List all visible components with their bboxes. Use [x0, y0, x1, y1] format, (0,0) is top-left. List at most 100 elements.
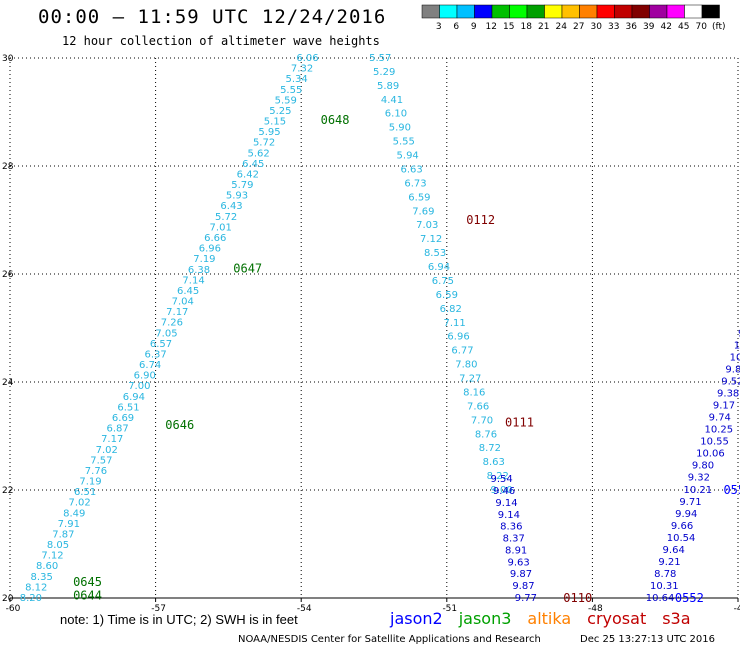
pass-time-label: 0112: [466, 213, 495, 227]
wave-height-value: 9.46: [493, 486, 515, 497]
wave-height-value: 6.57: [150, 339, 172, 350]
wave-height-value: 5.55: [393, 137, 415, 148]
wave-height-value: 7.05: [155, 328, 177, 339]
wave-height-value: 7.02: [69, 498, 91, 509]
pass-time-label: 0111: [505, 416, 534, 430]
wave-height-value: 9.52: [721, 377, 740, 388]
wave-height-value: 7.76: [85, 466, 107, 477]
wave-height-value: 5.94: [397, 151, 419, 162]
wave-height-value: 8.36: [500, 522, 522, 533]
wave-height-value: 6.77: [451, 346, 473, 357]
wave-height-value: 7.27: [459, 374, 481, 385]
wave-height-value: 7.69: [412, 206, 434, 217]
wave-height-value: 9.87: [510, 569, 532, 580]
wave-height-value: 6.59: [436, 290, 458, 301]
wave-height-value: 6.45: [242, 159, 264, 170]
wave-height-value: 6.59: [408, 192, 430, 203]
color-scale-bar: 3 6 9 12 15 18 21 24 27 30 33 36 39 42 45 70 (ft): [421, 4, 726, 32]
wave-height-value: 6.74: [139, 360, 161, 371]
color-swatch: [701, 4, 720, 19]
wave-height-value: 6.94: [123, 392, 145, 403]
wave-height-value: 9.32: [688, 473, 710, 484]
wave-height-value: 10.54: [667, 533, 696, 544]
color-scale-label: 3: [436, 22, 442, 32]
pass-time-label: 0646: [165, 418, 194, 432]
wave-height-value: 5.93: [226, 191, 248, 202]
wave-height-value: 10.25: [704, 425, 733, 436]
wave-height-value: 6.51: [74, 487, 96, 498]
wave-height-value: 7.11: [444, 318, 466, 329]
color-scale-label: 45: [678, 22, 689, 32]
footnote: note: 1) Time is in UTC; 2) SWH is in fe…: [60, 612, 298, 627]
wave-height-value: 5.34: [285, 74, 307, 85]
wave-height-value: 7.19: [79, 477, 101, 488]
pass-time-label: 0647: [233, 262, 262, 276]
wave-height-value: 5.72: [253, 138, 275, 149]
wave-height-value: 9.17: [713, 401, 735, 412]
color-scale-label: 21: [538, 22, 549, 32]
color-scale-label: 9: [471, 22, 477, 32]
pass-time-label: 0645: [73, 575, 102, 589]
footer-credit: NOAA/NESDIS Center for Satellite Applica…: [238, 634, 541, 645]
color-scale-label: 36: [626, 22, 638, 32]
wave-height-value: 6.06: [296, 53, 318, 64]
wave-height-value: 8.49: [63, 508, 85, 519]
wave-height-value: 10.55: [700, 437, 729, 448]
wave-height-value: 5.95: [258, 127, 280, 138]
color-scale-label: 30: [591, 22, 603, 32]
wave-height-value: 6.73: [404, 178, 426, 189]
wave-height-value: 8.72: [479, 443, 501, 454]
wave-height-value: 8.22: [487, 471, 509, 482]
legend-item-cryosat: cryosat: [587, 609, 647, 628]
wave-height-value: 8.53: [424, 248, 446, 259]
wave-height-value: 9.74: [709, 413, 731, 424]
wave-height-value: 6.94: [428, 262, 450, 273]
wave-height-value: 7.12: [41, 551, 63, 562]
pass-time-label: 055: [723, 483, 740, 497]
legend-item-jason2: jason2: [390, 609, 443, 628]
footer-timestamp: Dec 25 13:27:13 UTC 2016: [580, 634, 715, 645]
wave-height-value: 7.12: [420, 234, 442, 245]
wave-height-value: 6.90: [134, 371, 156, 382]
wave-height-value: 8.12: [25, 582, 47, 593]
wave-height-value: 8.35: [31, 572, 53, 583]
wave-height-value: 9.14: [498, 510, 520, 521]
wave-height-value: 8.91: [505, 545, 527, 556]
wave-height-value: 6.63: [400, 164, 422, 175]
y-tick-label: 28: [2, 162, 14, 172]
wave-height-value: 9.85: [725, 364, 740, 375]
wave-height-value: 4.41: [381, 95, 403, 106]
x-tick-label: -60: [6, 604, 21, 614]
wave-height-value: 7.04: [172, 297, 194, 308]
wave-height-value: 8.16: [463, 387, 485, 398]
wave-height-value: 10.21: [684, 485, 713, 496]
wave-height-value: 7.03: [416, 220, 438, 231]
wave-height-value: 6.45: [177, 286, 199, 297]
chart-subtitle: 12 hour collection of altimeter wave hei…: [62, 34, 380, 48]
wave-height-value: 9.54: [490, 474, 512, 485]
wave-height-value: 6.42: [237, 169, 259, 180]
wave-height-value: 7.19: [193, 254, 215, 265]
wave-height-value: 5.59: [275, 95, 297, 106]
wave-height-value: 6.87: [106, 424, 128, 435]
color-scale-label: 18: [521, 22, 533, 32]
wave-height-value: 7.26: [161, 318, 183, 329]
wave-height-value: 8.60: [36, 561, 58, 572]
pass-time-label: 0644: [73, 588, 102, 602]
wave-height-value: 8.63: [483, 457, 505, 468]
wave-height-value: 9.64: [663, 545, 685, 556]
pass-time-label: 0648: [321, 113, 350, 127]
legend-item-s3a: s3a: [662, 609, 691, 628]
y-tick-label: 30: [2, 54, 14, 64]
wave-height-value: 7.17: [166, 307, 188, 318]
wave-height-value: 9.14: [495, 498, 517, 509]
pass-time-label: 0552: [675, 591, 704, 605]
color-scale-label: 6: [453, 22, 459, 32]
wave-height-value: 9.94: [675, 509, 697, 520]
wave-height-value: 6.66: [204, 233, 226, 244]
wave-height-value: 10.7: [734, 340, 740, 351]
wave-height-value: 7.00: [128, 381, 150, 392]
wave-height-value: 7.17: [101, 434, 123, 445]
wave-height-value: 5.79: [231, 180, 253, 191]
color-scale-label: 39: [643, 22, 655, 32]
